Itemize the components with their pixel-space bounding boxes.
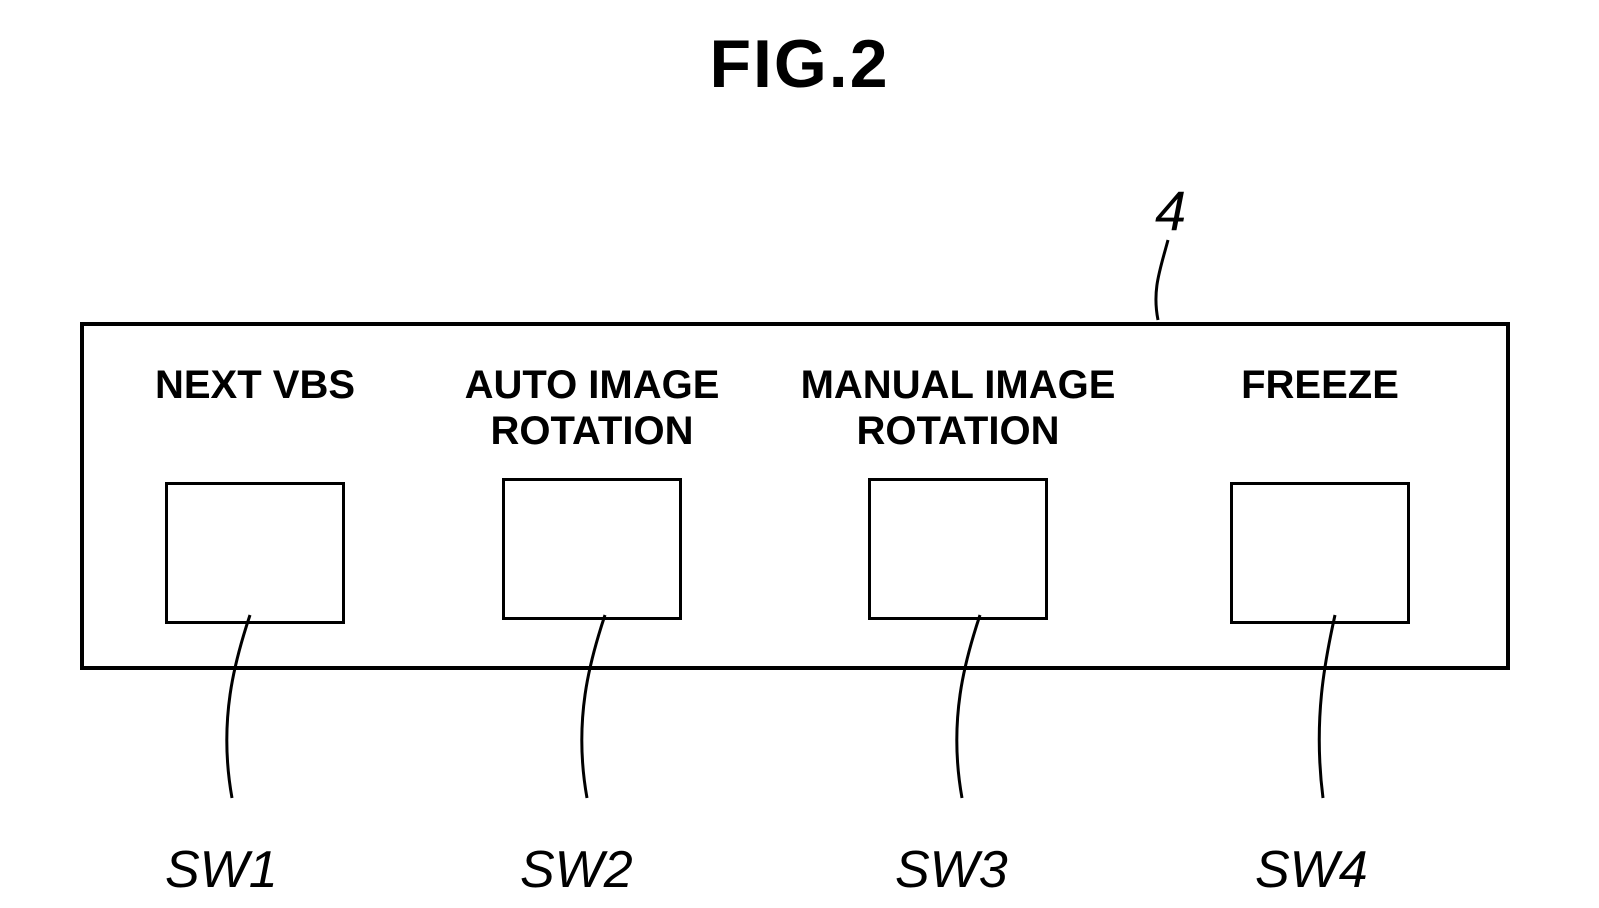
switch-group-next-vbs: NEXT VBS [115,362,395,624]
switch-ref-sw4: SW4 [1255,840,1368,900]
panel-ref-lead-path [1156,240,1168,320]
switch-button-next-vbs[interactable] [165,482,345,624]
switch-group-auto-rotation: AUTO IMAGE ROTATION [432,362,752,620]
figure-title: FIG.2 [709,25,889,103]
switch-label-next-vbs: NEXT VBS [115,362,395,408]
switch-group-manual-rotation: MANUAL IMAGE ROTATION [778,362,1138,620]
switch-button-freeze[interactable] [1230,482,1410,624]
switch-label-manual-rotation: MANUAL IMAGE ROTATION [778,362,1138,454]
switch-ref-sw2: SW2 [520,840,633,900]
switch-ref-sw3: SW3 [895,840,1008,900]
switch-ref-sw1: SW1 [165,840,278,900]
switch-group-freeze: FREEZE [1190,362,1450,624]
switch-button-manual-rotation[interactable] [868,478,1048,620]
switch-button-auto-rotation[interactable] [502,478,682,620]
switch-label-auto-rotation: AUTO IMAGE ROTATION [432,362,752,454]
panel-ref-label: 4 [1155,178,1186,243]
switch-label-freeze: FREEZE [1190,362,1450,408]
